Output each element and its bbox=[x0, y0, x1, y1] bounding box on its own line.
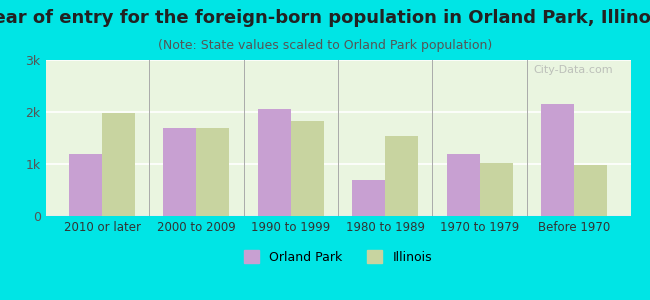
Bar bbox=[385, 136, 418, 216]
Bar bbox=[196, 128, 229, 216]
Bar bbox=[163, 128, 196, 216]
Bar bbox=[291, 122, 324, 216]
Bar bbox=[352, 180, 385, 216]
Bar bbox=[258, 110, 291, 216]
Legend: Orland Park, Illinois: Orland Park, Illinois bbox=[239, 245, 437, 269]
Bar bbox=[541, 104, 574, 216]
Text: (Note: State values scaled to Orland Park population): (Note: State values scaled to Orland Par… bbox=[158, 39, 492, 52]
Text: City-Data.com: City-Data.com bbox=[533, 65, 613, 75]
Bar bbox=[447, 154, 480, 216]
Bar bbox=[480, 163, 513, 216]
Text: Year of entry for the foreign-born population in Orland Park, Illinois: Year of entry for the foreign-born popul… bbox=[0, 9, 650, 27]
Bar bbox=[574, 165, 607, 216]
Bar bbox=[102, 113, 135, 216]
Bar bbox=[69, 154, 102, 216]
